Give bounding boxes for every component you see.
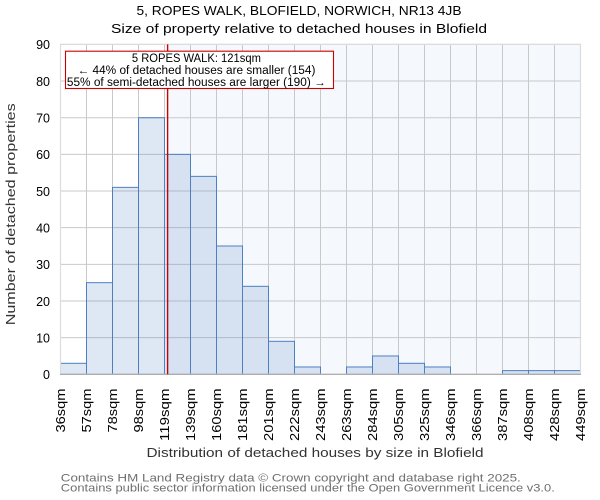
svg-text:36sqm: 36sqm [54,389,68,433]
svg-text:428sqm: 428sqm [548,389,562,442]
svg-text:70: 70 [36,112,50,126]
svg-text:119sqm: 119sqm [158,389,172,442]
svg-text:325sqm: 325sqm [418,389,432,442]
svg-text:10: 10 [36,331,50,345]
svg-text:90: 90 [36,38,50,52]
svg-text:40: 40 [36,222,50,236]
svg-text:366sqm: 366sqm [470,389,484,442]
svg-text:139sqm: 139sqm [184,389,198,442]
svg-text:263sqm: 263sqm [340,389,354,442]
svg-text:20: 20 [36,295,50,309]
svg-text:201sqm: 201sqm [262,389,276,442]
svg-text:Contains public sector informa: Contains public sector information licen… [61,483,555,495]
svg-text:160sqm: 160sqm [210,389,224,442]
svg-text:5, ROPES WALK, BLOFIELD, NORWI: 5, ROPES WALK, BLOFIELD, NORWICH, NR13 4… [137,3,462,18]
svg-text:30: 30 [36,258,50,272]
svg-text:Number of detached properties: Number of detached properties [3,103,18,326]
svg-text:Contains HM Land Registry data: Contains HM Land Registry data © Crown c… [61,472,521,484]
svg-text:98sqm: 98sqm [132,389,146,433]
svg-text:Size of property relative to d: Size of property relative to detached ho… [111,21,487,36]
svg-text:387sqm: 387sqm [496,389,510,442]
svg-text:57sqm: 57sqm [80,389,94,433]
svg-text:284sqm: 284sqm [366,389,380,442]
svg-text:181sqm: 181sqm [236,389,250,442]
svg-text:5 ROPES WALK: 121sqm: 5 ROPES WALK: 121sqm [132,53,261,65]
svg-text:346sqm: 346sqm [444,389,458,442]
svg-text:60: 60 [36,148,50,162]
svg-text:78sqm: 78sqm [106,389,120,433]
svg-text:80: 80 [36,75,50,89]
svg-text:408sqm: 408sqm [522,389,536,442]
svg-text:0: 0 [43,368,50,382]
svg-text:222sqm: 222sqm [288,389,302,442]
svg-text:55% of semi-detached houses ar: 55% of semi-detached houses are larger (… [67,77,326,89]
svg-text:50: 50 [36,185,50,199]
svg-text:243sqm: 243sqm [314,389,328,442]
svg-text:Distribution of detached house: Distribution of detached houses by size … [147,445,484,460]
svg-text:← 44% of detached houses are s: ← 44% of detached houses are smaller (15… [77,65,315,77]
svg-text:449sqm: 449sqm [574,389,588,442]
svg-text:305sqm: 305sqm [392,389,406,442]
